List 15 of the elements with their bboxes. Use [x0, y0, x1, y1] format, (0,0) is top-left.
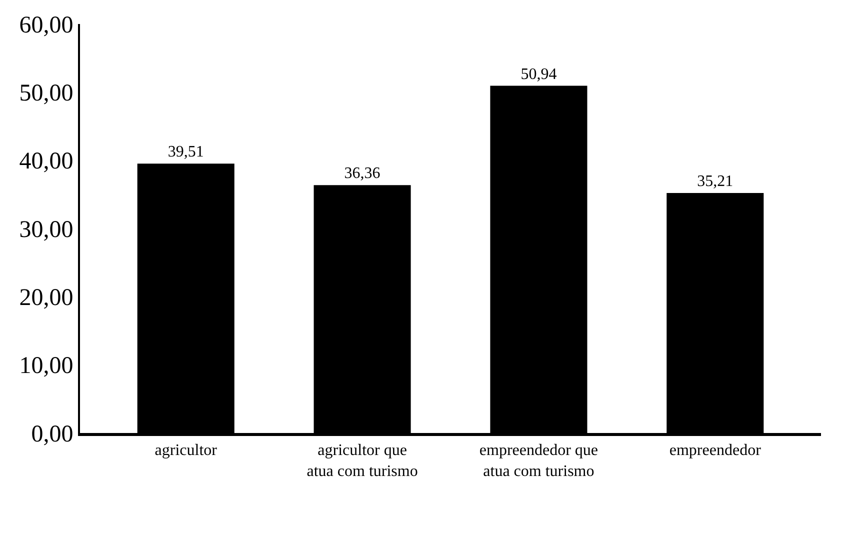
- x-tick-label: agricultor: [154, 442, 218, 460]
- y-tick-label: 30,00: [19, 216, 74, 243]
- x-tick-label: empreendedor que atua com turismo: [479, 442, 598, 480]
- data-label: 35,21: [697, 172, 734, 190]
- y-tick-label: 10,00: [19, 353, 74, 380]
- data-label: 39,51: [168, 144, 204, 161]
- y-tick-label: 60,00: [19, 12, 74, 38]
- y-tick-label: 0,00: [31, 421, 74, 448]
- data-label: 50,94: [520, 66, 557, 83]
- x-tick-label: agricultor que atua com turismo: [306, 442, 418, 480]
- y-tick-label: 50,00: [19, 80, 74, 107]
- data-label: 36,36: [344, 165, 380, 182]
- y-tick-label: 20,00: [19, 285, 74, 312]
- x-tick-label: empreendedor: [669, 442, 762, 460]
- y-tick-label: 40,00: [19, 148, 74, 175]
